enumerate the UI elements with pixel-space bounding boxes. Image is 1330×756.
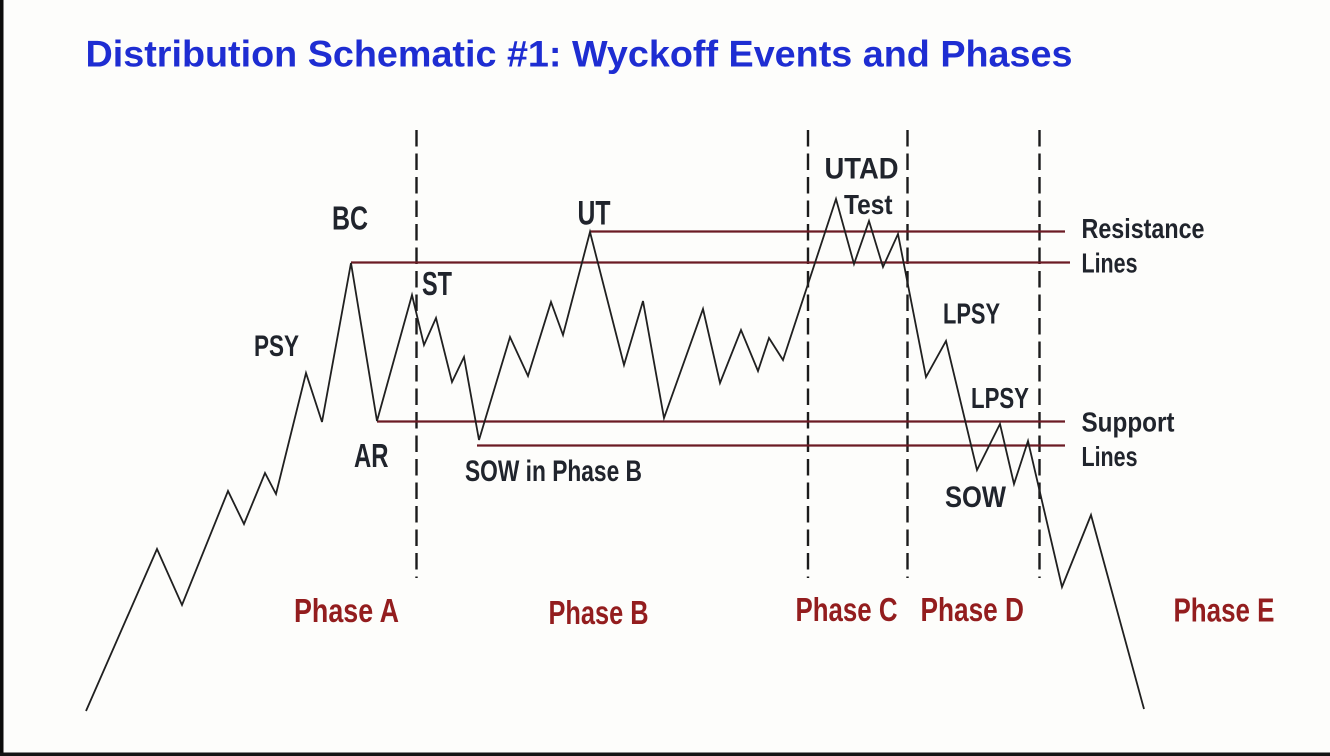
- svg-text:Support: Support: [1082, 407, 1175, 438]
- svg-text:LPSY: LPSY: [971, 383, 1029, 415]
- svg-text:PSY: PSY: [254, 330, 299, 363]
- svg-text:Lines: Lines: [1082, 248, 1138, 279]
- svg-text:Resistance: Resistance: [1082, 213, 1205, 244]
- svg-text:ST: ST: [422, 265, 452, 302]
- svg-text:Phase D: Phase D: [921, 591, 1025, 628]
- svg-text:BC: BC: [332, 200, 368, 237]
- svg-text:SOW: SOW: [945, 481, 1007, 514]
- svg-text:UTAD: UTAD: [825, 153, 899, 186]
- svg-text:Phase C: Phase C: [796, 591, 898, 628]
- svg-text:Phase B: Phase B: [549, 594, 649, 631]
- svg-text:Lines: Lines: [1082, 441, 1138, 472]
- svg-text:Phase A: Phase A: [294, 592, 399, 629]
- svg-text:SOW in Phase B: SOW in Phase B: [465, 455, 642, 488]
- svg-text:Test: Test: [844, 189, 893, 220]
- svg-text:Distribution Schematic #1: Wyc: Distribution Schematic #1: Wyckoff Event…: [86, 34, 1073, 75]
- svg-text:UT: UT: [578, 195, 611, 233]
- svg-text:Phase E: Phase E: [1174, 592, 1275, 629]
- svg-text:AR: AR: [354, 437, 389, 474]
- svg-text:LPSY: LPSY: [943, 299, 1000, 331]
